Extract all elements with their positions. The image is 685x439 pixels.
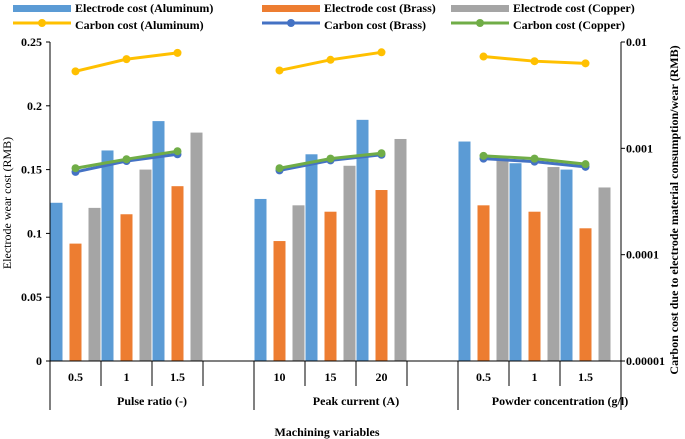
- bar: [598, 187, 611, 361]
- y-axis-left-title: Electrode wear cost (RMB): [0, 137, 14, 269]
- line-point: [581, 160, 590, 169]
- bar: [120, 214, 133, 361]
- group-label: Powder concentration (g/l): [492, 394, 628, 408]
- legend-swatch: [13, 5, 71, 12]
- category-label: 15: [325, 370, 337, 384]
- legend-label: Electrode cost (Aluminum): [75, 1, 213, 15]
- line-point: [326, 55, 335, 64]
- y-right-tick-label: 0.001: [626, 141, 653, 155]
- bar: [356, 119, 369, 361]
- line-point: [326, 154, 335, 163]
- bar: [101, 150, 114, 361]
- line-point: [479, 151, 488, 160]
- y-left-tick-label: 0.05: [21, 290, 42, 304]
- y-left-tick-label: 0.25: [21, 35, 42, 49]
- line-point: [530, 154, 539, 163]
- bar: [496, 156, 509, 361]
- bar: [528, 211, 541, 361]
- y-right-tick-label: 0.0001: [626, 248, 659, 262]
- line-point: [377, 149, 386, 158]
- line-point: [275, 66, 284, 75]
- y-left-tick-label: 0.2: [27, 99, 42, 113]
- axes: 0 0.05 0.1 0.15 0.2 0.25 0.00001 0.0001 0.001 0.0…: [21, 35, 665, 410]
- legend-marker: [476, 19, 484, 27]
- bar: [171, 186, 184, 361]
- category-label: 10: [274, 370, 286, 384]
- line-point: [530, 57, 539, 66]
- legend-label: Electrode cost (Copper): [513, 1, 635, 15]
- line-point: [173, 48, 182, 57]
- bar: [190, 132, 203, 361]
- legend-swatch: [451, 5, 509, 12]
- category-label: 1: [532, 370, 538, 384]
- line-point: [275, 164, 284, 173]
- group-label: Pulse ratio (-): [117, 394, 187, 408]
- x-axis-title: Machining variables: [274, 425, 379, 439]
- bar: [305, 154, 318, 361]
- legend-label: Carbon cost (Brass): [324, 18, 426, 32]
- legend-label: Carbon cost (Aluminum): [75, 18, 204, 32]
- line-point: [377, 48, 386, 57]
- category-label: 20: [376, 370, 388, 384]
- line-point: [581, 59, 590, 68]
- category-label: 0.5: [476, 370, 491, 384]
- legend-label: Carbon cost (Copper): [513, 18, 625, 32]
- bar: [254, 198, 267, 361]
- bar: [273, 241, 286, 361]
- y-right-tick-label: 0.00001: [626, 354, 665, 368]
- bar: [69, 243, 82, 361]
- bar: [88, 207, 101, 361]
- line-point: [71, 67, 80, 76]
- legend-marker: [38, 19, 46, 27]
- legend-marker: [287, 19, 295, 27]
- y-right-tick-label: 0.01: [626, 35, 647, 49]
- line-point: [122, 155, 131, 164]
- bar: [560, 169, 573, 361]
- category-label: 0.5: [68, 370, 83, 384]
- y-left-tick-label: 0: [36, 354, 42, 368]
- lines: [71, 48, 590, 176]
- bar: [343, 165, 356, 361]
- bar: [139, 169, 152, 361]
- line-point: [479, 52, 488, 61]
- bar: [375, 190, 388, 361]
- bar: [477, 205, 490, 361]
- bars: [50, 119, 611, 361]
- bar: [547, 167, 560, 361]
- line-point: [122, 55, 131, 64]
- y-left-tick-label: 0.1: [27, 226, 42, 240]
- legend: Electrode cost (Aluminum) Electrode cost …: [13, 1, 635, 32]
- bar: [324, 211, 337, 361]
- y-axis-right-title: Carbon cost due to electrode material co…: [667, 45, 681, 374]
- line-point: [71, 164, 80, 173]
- category-label: 1.5: [170, 370, 185, 384]
- bar: [458, 141, 471, 361]
- bar: [509, 163, 522, 361]
- bar: [292, 205, 305, 361]
- category-label: 1.5: [578, 370, 593, 384]
- legend-label: Electrode cost (Brass): [324, 1, 436, 15]
- group-label: Peak current (A): [313, 394, 399, 408]
- bar: [579, 228, 592, 361]
- line-point: [173, 147, 182, 156]
- bar: [152, 121, 165, 361]
- bar: [394, 138, 407, 361]
- legend-swatch: [262, 5, 320, 12]
- y-left-tick-label: 0.15: [21, 163, 42, 177]
- bar: [50, 202, 63, 361]
- category-label: 1: [124, 370, 130, 384]
